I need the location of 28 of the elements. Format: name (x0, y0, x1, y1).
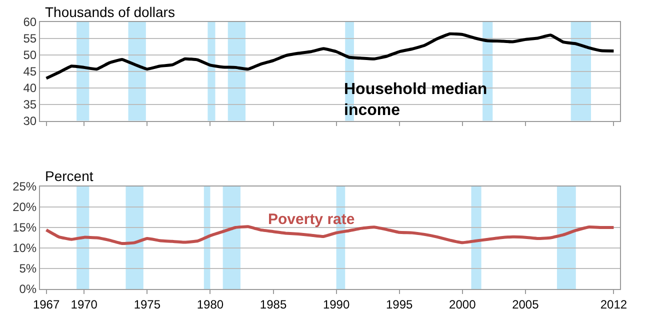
series-label: Poverty rate (268, 211, 355, 228)
x-tick-label: 1967 (32, 297, 60, 312)
series-label: Household median income (344, 81, 488, 119)
y-tick-label: 5% (19, 262, 37, 276)
y-tick-label: 25% (12, 180, 37, 194)
x-tick-label: 2005 (512, 297, 540, 312)
line-series (44, 32, 616, 80)
y-tick-label: 55 (23, 32, 37, 46)
x-tick-label: 1980 (196, 297, 224, 312)
y-tick-label: 30 (23, 114, 37, 128)
x-tick-label: 1985 (260, 297, 287, 312)
x-tick-label: 1970 (70, 297, 98, 312)
x-tick-label: 2012 (600, 297, 628, 312)
y-tick-label: 45 (23, 64, 37, 79)
y-axis-title: Thousands of dollars (45, 4, 175, 20)
y-tick-label: 10% (12, 241, 37, 256)
y-tick-label: 50 (23, 48, 37, 62)
x-tick-label: 1990 (322, 297, 350, 312)
y-tick-label: 35 (23, 98, 37, 112)
y-axis-title: Percent (45, 168, 94, 184)
y-tick-label: 40 (23, 81, 37, 96)
y-tick-label: 60 (23, 15, 37, 30)
x-tick-label: 1995 (386, 297, 414, 312)
y-tick-label: 0% (19, 282, 37, 296)
y-tick-label: 20% (12, 200, 37, 214)
x-tick-label: 2000 (449, 297, 476, 312)
y-tick-label: 15% (12, 220, 37, 235)
x-tick-label: 1975 (134, 297, 161, 312)
